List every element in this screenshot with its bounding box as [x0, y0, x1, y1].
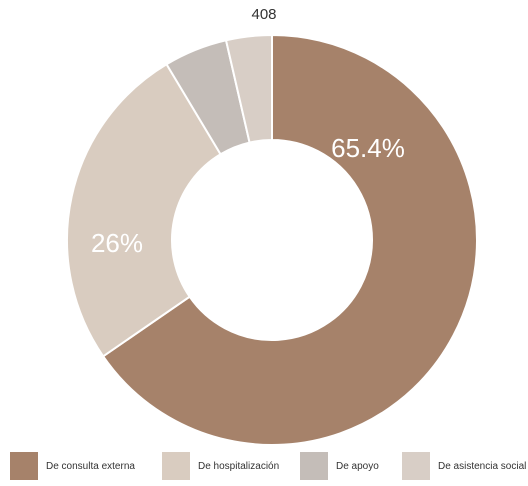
legend-swatch — [162, 452, 190, 480]
legend-item-consulta-externa: De consulta externa — [10, 452, 135, 480]
data-label-hospitalizacion: 26% — [91, 228, 143, 258]
legend-label: De consulta externa — [46, 460, 135, 472]
slices-group — [66, 33, 478, 446]
legend-item-asistencia-social: De asistencia social — [402, 452, 526, 480]
legend-label: De hospitalización — [198, 460, 280, 472]
slice-asistencia-social — [224, 33, 273, 144]
legend-swatch — [402, 452, 430, 480]
legend-label: De apoyo — [336, 460, 379, 472]
data-labels-group: 65.4% 26% — [91, 133, 405, 258]
legend-item-hospitalizacion: De hospitalización — [162, 452, 279, 480]
legend-swatch — [10, 452, 38, 480]
data-label-consulta-externa: 65.4% — [331, 133, 405, 163]
legend-label: De asistencia social — [438, 460, 527, 472]
total-label: 408 — [251, 6, 277, 23]
legend-item-apoyo: De apoyo — [300, 452, 379, 480]
legend-swatch — [300, 452, 328, 480]
slice-hospitalizacion — [66, 62, 222, 358]
slice-consulta-externa — [101, 33, 478, 446]
legend: De consulta externa De hospitalización D… — [0, 452, 528, 482]
